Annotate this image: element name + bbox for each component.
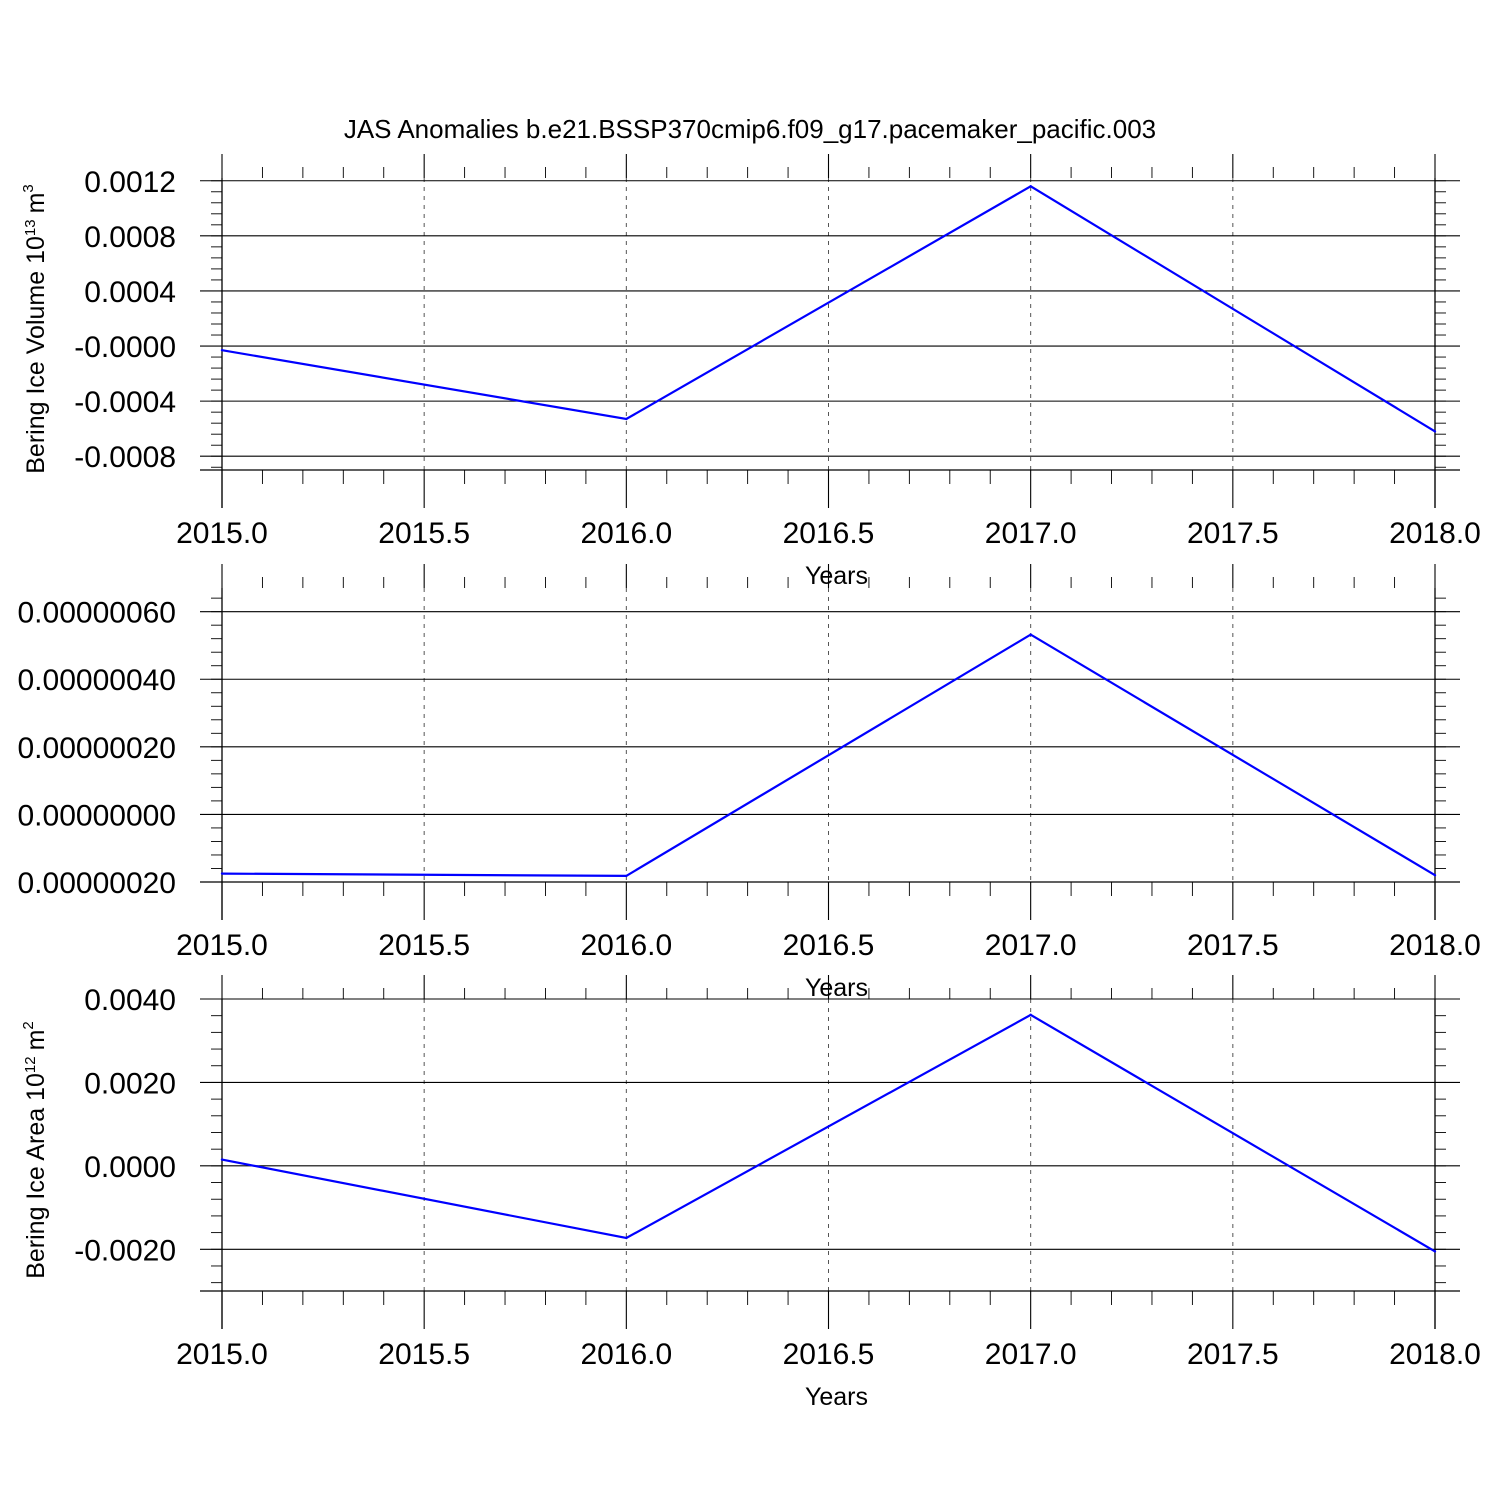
- y-tick-label: 0.0000: [84, 1151, 176, 1184]
- y-axis-title-text: Bering Ice Volume 10: [22, 236, 50, 474]
- data-point: [1433, 1250, 1437, 1253]
- series-line-1: [221, 1013, 1436, 1253]
- chart-panels: 2015.0 2015.5 2016.0 2016.5 2017.0 2017.5 2018…: [18, 154, 1481, 1411]
- y-tick-label: -0.0004: [74, 386, 176, 419]
- x-tick-label: 2017.5: [1187, 1338, 1279, 1371]
- figure-title: JAS Anomalies b.e21.BSSP370cmip6.f09_g17…: [344, 114, 1156, 144]
- x-tick-label: 2015.0: [176, 517, 268, 550]
- chart-panel-3: 2015.0 2015.5 2016.0 2016.5 2017.0 2017.5 2018…: [20, 975, 1481, 1411]
- x-tick-label: 2018.0: [1389, 517, 1481, 550]
- x-tick-label: 2017.5: [1187, 517, 1279, 550]
- x-tick-label: 2016.5: [783, 929, 875, 962]
- data-point: [1029, 185, 1032, 188]
- series-line-1: [221, 633, 1436, 878]
- y-tick-label: 0.00000000: [18, 799, 177, 832]
- x-tick-label: 2017.0: [985, 517, 1077, 550]
- y-tick-label: 0.00000020: [18, 732, 177, 765]
- data-point: [625, 874, 628, 878]
- data-point: [1029, 633, 1032, 636]
- x-tick-label: 2017.5: [1187, 929, 1279, 962]
- data-point: [1029, 1013, 1032, 1017]
- chart-panel-1: 2015.0 2015.5 2016.0 2016.5 2017.0 2017.5 2018…: [20, 154, 1481, 590]
- y-tick-label: 0.0008: [84, 221, 176, 254]
- y-tick-label: 0.00000060: [18, 597, 177, 630]
- y-tick-label: 0.00000020: [18, 867, 177, 900]
- y-tick-label: 0.00000040: [18, 664, 177, 697]
- data-point: [220, 1158, 224, 1161]
- y-tick-label: 0.0012: [84, 166, 176, 199]
- x-tick-label: 2016.5: [783, 1338, 875, 1371]
- y-axis-title-unit: m: [22, 1030, 50, 1051]
- y-tick-label: -0.0008: [74, 441, 176, 474]
- x-tick-label: 2015.0: [176, 1338, 268, 1371]
- y-axis-title-exponent: 12: [22, 1056, 39, 1073]
- x-tick-label: 2016.0: [580, 929, 672, 962]
- x-tick-label: 2016.0: [580, 1338, 672, 1371]
- y-axis-title-unit: m: [22, 193, 50, 214]
- x-tick-label: 2015.5: [378, 1338, 470, 1371]
- y-tick-label: 0.0020: [84, 1067, 176, 1100]
- x-tick-label: 2018.0: [1389, 929, 1481, 962]
- y-tick-label: 0.0040: [84, 984, 176, 1017]
- x-tick-label: 2016.0: [580, 517, 672, 550]
- y-tick-label: -0.0000: [74, 331, 176, 364]
- data-point: [1433, 874, 1437, 877]
- x-tick-label: 2015.5: [378, 517, 470, 550]
- data-point: [1433, 430, 1437, 433]
- y-axis-title: Bering Ice Volume 1013 m3: [20, 184, 50, 474]
- data-point: [220, 348, 224, 352]
- data-point: [625, 417, 628, 421]
- y-axis-title-unit-exponent: 2: [20, 1021, 37, 1029]
- y-axis-title-exponent: 13: [22, 219, 39, 236]
- x-tick-label: 2018.0: [1389, 1338, 1481, 1371]
- x-tick-label: 2016.5: [783, 517, 875, 550]
- x-axis-title: Years: [805, 1383, 868, 1411]
- x-tick-label: 2015.5: [378, 929, 470, 962]
- data-point: [625, 1236, 628, 1240]
- y-axis-title-text: Bering Ice Area 10: [22, 1073, 50, 1279]
- series-line-1: [221, 185, 1436, 433]
- x-tick-label: 2015.0: [176, 929, 268, 962]
- y-axis-title: Bering Ice Area 1012 m2: [20, 1021, 50, 1279]
- y-tick-label: 0.0004: [84, 276, 176, 309]
- chart-panel-2: 2015.0 2015.5 2016.0 2016.5 2017.0 2017.5 2018…: [18, 564, 1481, 1002]
- y-tick-label: -0.0020: [74, 1234, 176, 1267]
- x-axis-title: Years: [805, 562, 868, 590]
- data-point: [220, 872, 224, 875]
- y-axis-title-unit-exponent: 3: [20, 184, 37, 192]
- x-axis-title: Years: [805, 974, 868, 1002]
- x-tick-label: 2017.0: [985, 929, 1077, 962]
- x-tick-label: 2017.0: [985, 1338, 1077, 1371]
